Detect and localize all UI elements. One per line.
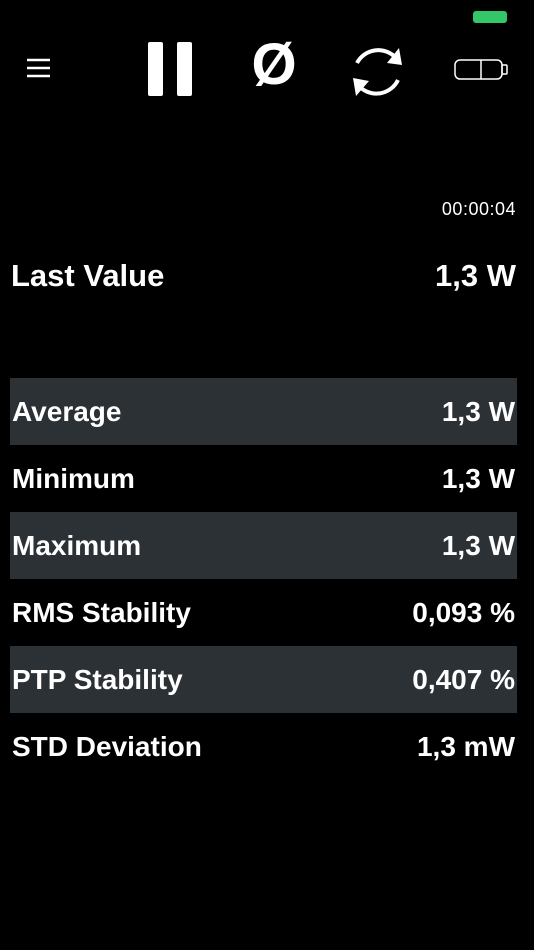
timer: 00:00:04 <box>441 199 516 219</box>
stat-label: RMS Stability <box>12 596 191 628</box>
stat-row: STD Deviation 1,3 mW <box>10 713 517 780</box>
zero-button[interactable]: Ø <box>251 32 297 97</box>
stat-label: Average <box>12 395 122 427</box>
reset-button[interactable] <box>353 48 402 96</box>
stat-label: Maximum <box>12 529 142 561</box>
menu-button[interactable] <box>27 58 50 78</box>
stat-value: 1,3 W <box>441 529 515 561</box>
stat-value: 1,3 W <box>441 395 515 427</box>
stat-row: PTP Stability 0,407 % <box>10 646 517 713</box>
last-value: 1,3 W <box>435 258 516 293</box>
stat-value: 0,407 % <box>412 663 515 695</box>
pause-button[interactable] <box>148 42 192 96</box>
stat-value: 0,093 % <box>412 596 515 628</box>
stat-value: 1,3 W <box>441 462 515 494</box>
battery-icon[interactable] <box>454 59 508 80</box>
stat-value: 1,3 mW <box>416 730 515 762</box>
last-value-label: Last Value <box>11 258 165 293</box>
stat-row: RMS Stability 0,093 % <box>10 579 517 646</box>
stat-label: Minimum <box>12 462 135 494</box>
stat-row: Maximum 1,3 W <box>10 512 517 579</box>
stat-row: Average 1,3 W <box>10 378 517 445</box>
toolbar <box>27 42 508 96</box>
status-indicator <box>473 11 507 23</box>
stat-row: Minimum 1,3 W <box>10 445 517 512</box>
stat-label: STD Deviation <box>12 730 202 762</box>
stat-label: PTP Stability <box>12 663 183 695</box>
stats-table: Average 1,3 W Minimum 1,3 W Maximum 1,3 W RMS … <box>10 378 517 780</box>
